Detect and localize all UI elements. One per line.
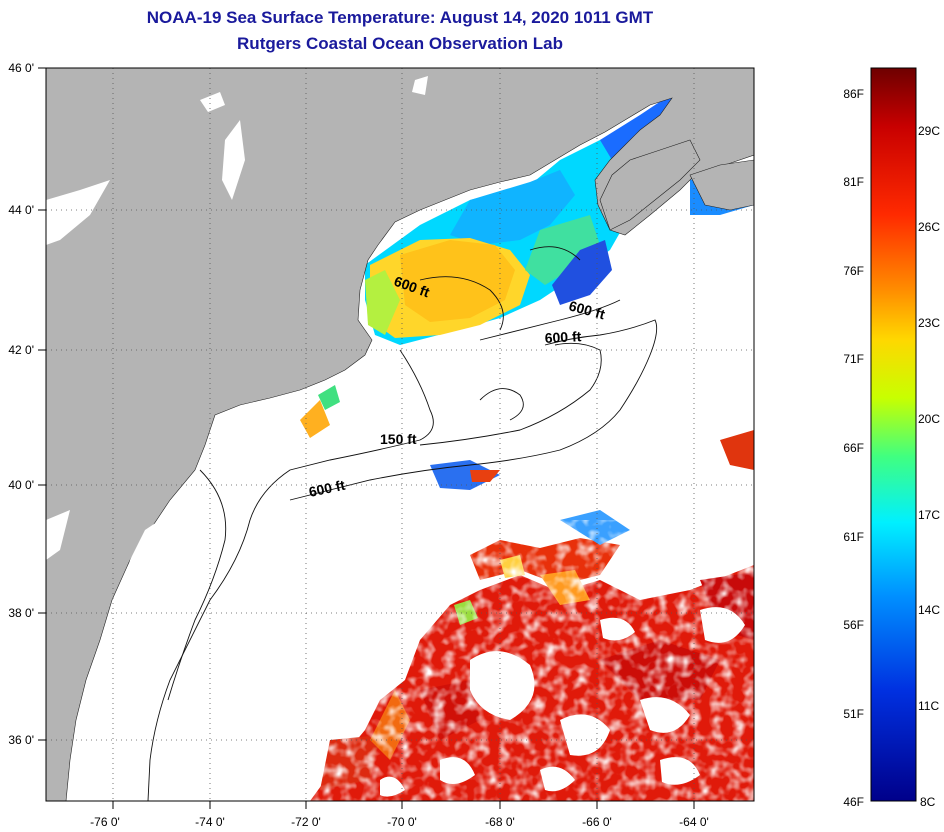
lon-label: -72 0': [291, 815, 321, 829]
colorbar-c-label: 14C: [918, 603, 940, 617]
lat-label: 42 0': [8, 343, 34, 357]
lat-label: 38 0': [8, 606, 34, 620]
colorbar-f-label: 76F: [843, 264, 864, 278]
lat-label: 36 0': [8, 733, 34, 747]
colorbar-f-labels: 86F 81F 76F 71F 66F 61F 56F 51F 46F: [843, 87, 864, 809]
map-subtitle: Rutgers Coastal Ocean Observation Lab: [237, 34, 563, 53]
colorbar-f-label: 86F: [843, 87, 864, 101]
contour-label: 600 ft: [307, 477, 346, 500]
colorbar-f-label: 51F: [843, 707, 864, 721]
colorbar-c-label: 8C: [920, 795, 936, 809]
land: [46, 68, 754, 801]
colorbar: [870, 67, 917, 802]
lat-label: 44 0': [8, 203, 34, 217]
colorbar-f-label: 61F: [843, 530, 864, 544]
lon-label: -66 0': [582, 815, 612, 829]
bathymetry-contours: [147, 246, 658, 801]
colorbar-f-label: 56F: [843, 618, 864, 632]
data-speckle: [300, 520, 754, 801]
colorbar-c-label: 26C: [918, 220, 940, 234]
colorbar-f-label: 46F: [843, 795, 864, 809]
colorbar-c-label: 11C: [918, 699, 939, 713]
lon-label: -70 0': [387, 815, 417, 829]
colorbar-c-label: 29C: [918, 124, 940, 138]
colorbar-f-label: 66F: [843, 441, 864, 455]
lat-label: 46 0': [8, 61, 34, 75]
colorbar-c-label: 20C: [918, 412, 940, 426]
colorbar-c-label: 17C: [918, 508, 940, 522]
lon-label: -74 0': [195, 815, 225, 829]
lon-label: -68 0': [485, 815, 515, 829]
lon-label: -76 0': [90, 815, 120, 829]
lat-label: 40 0': [8, 478, 34, 492]
colorbar-f-label: 71F: [843, 352, 864, 366]
inland-lakes: [46, 76, 428, 720]
axis-ticks: [38, 67, 695, 809]
colorbar-c-label: 23C: [918, 316, 940, 330]
contour-label: 150 ft: [380, 431, 417, 447]
contour-label: 600 ft: [544, 328, 582, 346]
colorbar-f-label: 81F: [843, 175, 864, 189]
colorbar-c-labels: 29C 26C 23C 20C 17C 14C 11C 8C: [918, 124, 940, 809]
map-grid: [46, 68, 754, 801]
lon-label: -64 0': [679, 815, 709, 829]
map-frame: [45, 67, 755, 802]
map-title: NOAA-19 Sea Surface Temperature: August …: [146, 8, 654, 27]
